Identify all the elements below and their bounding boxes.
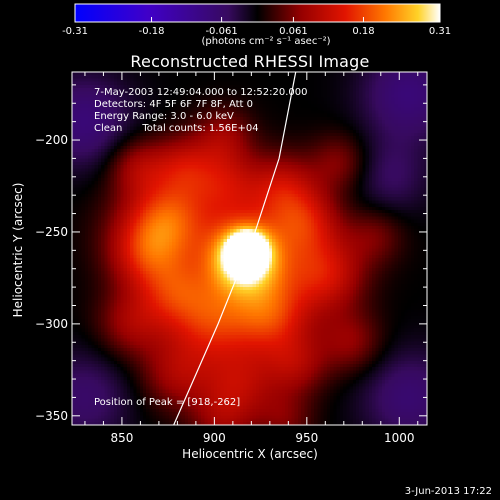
plot-date-stamp: 3-Jun-2013 17:22 bbox=[404, 486, 492, 497]
clean-counts-line: Clean Total counts: 1.56E+04 bbox=[94, 123, 354, 135]
total-counts-text: Total counts: 1.56E+04 bbox=[142, 123, 259, 134]
info-panel: 7-May-2003 12:49:04.000 to 12:52:20.000 … bbox=[94, 87, 354, 135]
time-range-text: 7-May-2003 12:49:04.000 to 12:52:20.000 bbox=[94, 87, 308, 98]
clean-text: Clean bbox=[94, 123, 123, 134]
x-tick-label: 950 bbox=[295, 431, 318, 445]
detectors-text: Detectors: 4F 5F 6F 7F 8F, Att 0 bbox=[94, 99, 254, 110]
colorbar-tick-label: 0.31 bbox=[429, 26, 451, 37]
y-axis-label: Heliocentric Y (arcsec) bbox=[11, 183, 25, 318]
peak-position-text: Position of Peak = [918,-262] bbox=[94, 397, 241, 408]
x-tick-label: 850 bbox=[110, 431, 133, 445]
colorbar-unit-label: (photons cm⁻² s⁻¹ asec⁻²) bbox=[201, 36, 331, 47]
colorbar-tick-label: 0.18 bbox=[352, 26, 374, 37]
colorbar-tick-label: -0.18 bbox=[139, 26, 165, 37]
colorbar-gradient bbox=[74, 3, 441, 23]
solar-limb-curve bbox=[173, 72, 297, 425]
x-axis-label: Heliocentric X (arcsec) bbox=[182, 447, 318, 461]
plot-frame bbox=[71, 71, 428, 426]
colorbar: -0.31 -0.18 -0.061 0.061 0.18 0.31 bbox=[62, 3, 451, 37]
y-tick-label: −200 bbox=[35, 133, 68, 147]
energy-range-text: Energy Range: 3.0 - 6.0 keV bbox=[94, 111, 234, 122]
y-tick-label: −350 bbox=[35, 409, 68, 423]
x-tick-label: 1000 bbox=[384, 431, 415, 445]
x-tick-label: 900 bbox=[203, 431, 226, 445]
colorbar-tick-label: -0.31 bbox=[62, 26, 88, 37]
axes: 850 900 950 1000 −200 −250 −300 −350 bbox=[35, 72, 427, 445]
colorbar-tick-label: 0.061 bbox=[279, 26, 308, 37]
y-tick-label: −300 bbox=[35, 317, 68, 331]
chart-title: Reconstructed RHESSI Image bbox=[130, 52, 370, 71]
y-tick-label: −250 bbox=[35, 225, 68, 239]
colorbar-tick-label: -0.061 bbox=[205, 26, 237, 37]
heatmap-image bbox=[72, 72, 427, 425]
